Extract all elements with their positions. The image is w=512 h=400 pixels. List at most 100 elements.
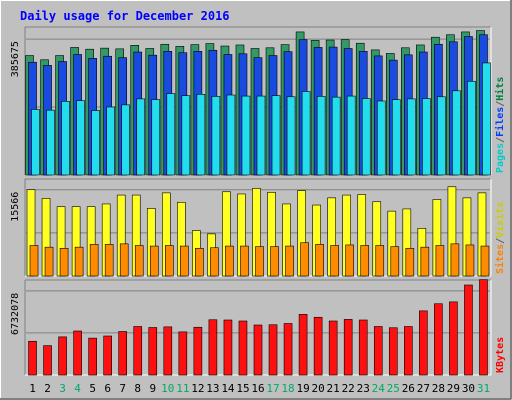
bar-pages-day-25 [391, 99, 401, 176]
bar-kbytes-day-15 [238, 320, 248, 376]
day-label-27: 27 [417, 382, 430, 395]
bar-kbytes-day-17 [268, 324, 278, 376]
bar-pages-day-13 [211, 96, 221, 176]
bar-kbytes-day-4 [73, 330, 82, 376]
bar-pages-day-15 [241, 95, 251, 176]
bar-sites-day-10 [165, 245, 174, 277]
day-label-4: 4 [74, 382, 81, 395]
legend-hits: Hits [494, 77, 506, 101]
bar-kbytes-day-2 [43, 345, 52, 376]
bar-sites-day-24 [375, 245, 385, 277]
bar-kbytes-day-19 [298, 314, 308, 376]
bar-pages-day-24 [376, 100, 386, 176]
bar-pages-day-11 [181, 95, 191, 176]
day-label-10: 10 [161, 382, 174, 395]
bar-kbytes-day-27 [419, 310, 428, 376]
bar-sites-day-2 [44, 246, 54, 277]
bar-pages-day-28 [437, 96, 446, 176]
bar-pages-day-10 [166, 93, 176, 176]
bar-kbytes-day-16 [253, 324, 263, 376]
bar-pages-day-22 [346, 95, 356, 176]
bar-sites-day-18 [285, 245, 294, 277]
bar-kbytes-day-24 [373, 326, 383, 376]
bar-pages-day-17 [271, 95, 281, 176]
bar-pages-day-30 [467, 80, 476, 176]
day-label-26: 26 [402, 382, 415, 395]
bar-kbytes-day-12 [193, 326, 203, 376]
bar-sites-day-22 [345, 244, 354, 277]
y-axis-max-label: 15566 [10, 192, 21, 222]
bar-kbytes-day-10 [163, 326, 173, 376]
legend-kbytes: KBytes [495, 337, 506, 373]
legend-visits: Visits [494, 202, 506, 238]
bar-sites-day-13 [210, 247, 219, 277]
day-label-23: 23 [357, 382, 370, 395]
bar-pages-day-21 [331, 96, 341, 176]
bar-kbytes-day-23 [358, 319, 368, 376]
day-label-29: 29 [447, 382, 460, 395]
bar-sites-day-20 [315, 244, 324, 277]
legend-separator: / [495, 137, 506, 143]
bar-pages-day-16 [256, 95, 266, 176]
day-label-6: 6 [104, 382, 111, 395]
bar-kbytes-day-6 [103, 335, 112, 376]
bar-kbytes-day-11 [178, 331, 188, 376]
bar-sites-day-6 [104, 244, 114, 277]
bar-pages-day-9 [151, 99, 161, 176]
bar-pages-day-26 [407, 98, 416, 176]
bar-sites-day-5 [89, 244, 99, 277]
bar-sites-day-28 [435, 245, 445, 277]
bar-sites-day-8 [134, 245, 144, 277]
bar-pages-day-4 [76, 100, 85, 176]
bar-sites-day-14 [225, 245, 234, 277]
bar-pages-day-31 [482, 62, 491, 176]
day-label-12: 12 [191, 382, 204, 395]
day-label-17: 17 [266, 382, 279, 395]
bar-sites-day-19 [300, 242, 309, 277]
day-labels: 1 2 3 4 5 6 7 8 9 10 11 12 13 14 15 16 17 18 19 20 21 22 23 24 2… [29, 382, 490, 395]
bar-pages-day-20 [316, 96, 326, 176]
bar-kbytes-day-20 [313, 316, 323, 376]
legend-separator: / [495, 101, 506, 107]
bar-kbytes-day-25 [388, 327, 398, 376]
bar-kbytes-day-7 [118, 331, 128, 376]
bar-sites-day-26 [405, 247, 415, 277]
bar-pages-day-23 [361, 98, 371, 176]
bar-pages-day-7 [121, 104, 131, 176]
day-label-5: 5 [89, 382, 96, 395]
bar-pages-day-19 [301, 91, 311, 176]
bar-kbytes-day-13 [208, 319, 218, 376]
bar-sites-day-17 [270, 246, 279, 277]
day-label-31: 31 [477, 382, 490, 395]
bar-sites-day-29 [450, 243, 460, 277]
day-label-2: 2 [44, 382, 51, 395]
bar-pages-day-12 [196, 94, 206, 176]
bar-sites-day-16 [255, 246, 264, 277]
bar-sites-day-15 [240, 245, 249, 277]
bar-pages-day-14 [226, 94, 236, 176]
bar-kbytes-day-14 [223, 319, 233, 376]
legend-separator: / [495, 238, 506, 244]
day-label-19: 19 [296, 382, 309, 395]
panel-legend: Pages/Files/Hits [494, 77, 506, 173]
panel-legend: Sites/Visits [494, 202, 506, 274]
bar-sites-day-1 [29, 245, 39, 277]
day-label-18: 18 [281, 382, 294, 395]
y-axis-max-label: 6732078 [10, 293, 21, 335]
bar-sites-day-9 [149, 245, 159, 277]
bar-kbytes-day-3 [58, 336, 67, 376]
bar-kbytes-day-31 [479, 279, 488, 376]
day-label-28: 28 [432, 382, 445, 395]
day-label-16: 16 [251, 382, 264, 395]
day-label-22: 22 [342, 382, 355, 395]
day-label-13: 13 [206, 382, 219, 395]
bar-pages-day-2 [46, 109, 55, 176]
bar-sites-day-7 [119, 243, 129, 277]
bar-pages-day-5 [91, 110, 100, 176]
bar-kbytes-day-18 [283, 323, 293, 376]
bar-pages-day-1 [31, 109, 40, 176]
day-label-1: 1 [29, 382, 36, 395]
